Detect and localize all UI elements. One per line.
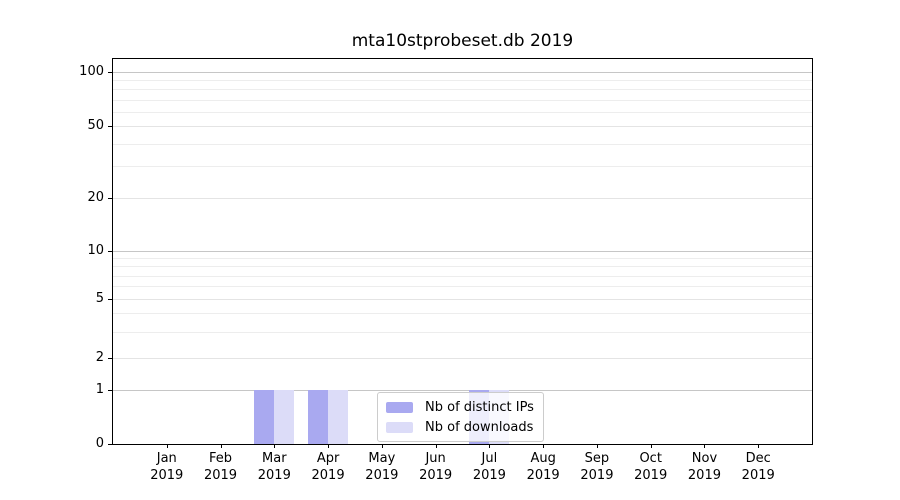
y-minor-gridline bbox=[113, 143, 812, 145]
x-tick-label: Mar 2019 bbox=[244, 450, 304, 484]
chart-title: mta10stprobeset.db 2019 bbox=[351, 31, 574, 51]
x-tick-month: Feb bbox=[209, 451, 233, 466]
x-tick-month: Jul bbox=[481, 451, 498, 466]
x-tick-label: Nov 2019 bbox=[674, 450, 734, 484]
y-tick-mark bbox=[108, 444, 112, 445]
bar-apr-distinct-ips bbox=[308, 390, 329, 444]
y-minor-gridline bbox=[113, 99, 812, 101]
x-tick-mark bbox=[381, 444, 383, 448]
y-decade-gridline bbox=[113, 251, 812, 252]
x-tick-mark bbox=[328, 444, 330, 448]
bar-apr-downloads bbox=[328, 390, 349, 444]
legend-swatch-icon bbox=[386, 421, 413, 433]
x-tick-label: Dec 2019 bbox=[728, 450, 788, 484]
x-tick-month: Jun bbox=[425, 451, 446, 466]
y-minor-gridline bbox=[113, 266, 812, 268]
y-tick-label: 20 bbox=[87, 190, 104, 205]
y-gridline bbox=[113, 358, 812, 359]
x-tick-mark bbox=[489, 444, 491, 448]
plot-area: Nb of distinct IPs Nb of downloads bbox=[112, 58, 813, 445]
x-tick-mark bbox=[274, 444, 276, 448]
y-tick-mark bbox=[108, 390, 112, 391]
y-tick-label: 1 bbox=[95, 382, 104, 397]
x-tick-label: Apr 2019 bbox=[298, 450, 358, 484]
x-tick-year: 2019 bbox=[150, 468, 184, 483]
x-tick-year: 2019 bbox=[203, 468, 238, 483]
legend-label: Nb of downloads bbox=[425, 419, 534, 435]
x-tick-label: May 2019 bbox=[352, 450, 412, 484]
y-minor-gridline bbox=[113, 166, 812, 168]
y-tick-mark bbox=[108, 72, 112, 73]
y-tick-label: 10 bbox=[87, 243, 104, 258]
y-tick-mark bbox=[108, 126, 112, 127]
y-tick-label: 100 bbox=[79, 64, 104, 79]
y-minor-gridline bbox=[113, 80, 812, 82]
y-gridline bbox=[113, 198, 812, 199]
x-tick-month: Mar bbox=[262, 451, 287, 466]
x-tick-year: 2019 bbox=[634, 468, 668, 483]
y-tick-mark bbox=[108, 251, 112, 252]
x-tick-month: Aug bbox=[530, 451, 556, 466]
x-tick-year: 2019 bbox=[687, 468, 721, 483]
legend-entry: Nb of downloads bbox=[386, 418, 534, 436]
x-tick-month: Nov bbox=[691, 451, 718, 466]
legend: Nb of distinct IPs Nb of downloads bbox=[377, 392, 544, 442]
bar-mar-distinct-ips bbox=[254, 390, 275, 444]
y-minor-gridline bbox=[113, 258, 812, 260]
x-tick-mark bbox=[166, 444, 168, 448]
x-tick-label: Oct 2019 bbox=[621, 450, 681, 484]
legend-swatch-icon bbox=[386, 401, 413, 413]
x-tick-month: Jan bbox=[156, 451, 177, 466]
y-decade-gridline bbox=[113, 390, 812, 391]
bar-mar-downloads bbox=[274, 390, 295, 444]
x-tick-year: 2019 bbox=[526, 468, 560, 483]
y-decade-gridline bbox=[113, 72, 812, 73]
y-gridline bbox=[113, 299, 812, 300]
y-minor-gridline bbox=[113, 331, 812, 333]
x-tick-month: Apr bbox=[316, 451, 340, 466]
x-tick-year: 2019 bbox=[311, 468, 345, 483]
x-tick-mark bbox=[220, 444, 222, 448]
x-tick-month: Sep bbox=[584, 451, 610, 466]
x-tick-year: 2019 bbox=[741, 468, 775, 483]
y-tick-mark bbox=[108, 198, 112, 199]
y-minor-gridline bbox=[113, 89, 812, 91]
x-tick-year: 2019 bbox=[419, 468, 453, 483]
x-tick-mark bbox=[543, 444, 545, 448]
y-minor-gridline bbox=[113, 313, 812, 315]
legend-entry: Nb of distinct IPs bbox=[386, 398, 534, 416]
x-tick-label: Feb 2019 bbox=[191, 450, 251, 484]
x-tick-mark bbox=[758, 444, 760, 448]
y-tick-mark bbox=[108, 358, 112, 359]
x-tick-month: Oct bbox=[639, 451, 662, 466]
y-minor-gridline bbox=[113, 111, 812, 113]
x-tick-mark bbox=[435, 444, 437, 448]
x-tick-mark bbox=[650, 444, 652, 448]
y-tick-mark bbox=[108, 299, 112, 300]
x-tick-month: Dec bbox=[745, 451, 771, 466]
x-tick-year: 2019 bbox=[472, 468, 506, 483]
y-minor-gridline bbox=[113, 275, 812, 277]
x-tick-label: Jun 2019 bbox=[406, 450, 466, 484]
y-minor-gridline bbox=[113, 286, 812, 288]
y-tick-label: 5 bbox=[95, 291, 104, 306]
x-tick-year: 2019 bbox=[580, 468, 614, 483]
x-tick-month: May bbox=[368, 451, 396, 466]
legend-label: Nb of distinct IPs bbox=[425, 399, 534, 415]
x-tick-year: 2019 bbox=[365, 468, 399, 483]
x-tick-label: Aug 2019 bbox=[513, 450, 573, 484]
x-tick-label: Jan 2019 bbox=[137, 450, 197, 484]
y-gridline bbox=[113, 126, 812, 127]
y-tick-label: 2 bbox=[95, 350, 104, 365]
y-tick-label: 50 bbox=[87, 118, 104, 133]
x-tick-mark bbox=[704, 444, 706, 448]
x-tick-label: Sep 2019 bbox=[567, 450, 627, 484]
y-tick-label: 0 bbox=[95, 436, 104, 451]
x-tick-label: Jul 2019 bbox=[459, 450, 519, 484]
x-tick-year: 2019 bbox=[257, 468, 291, 483]
x-tick-mark bbox=[596, 444, 598, 448]
